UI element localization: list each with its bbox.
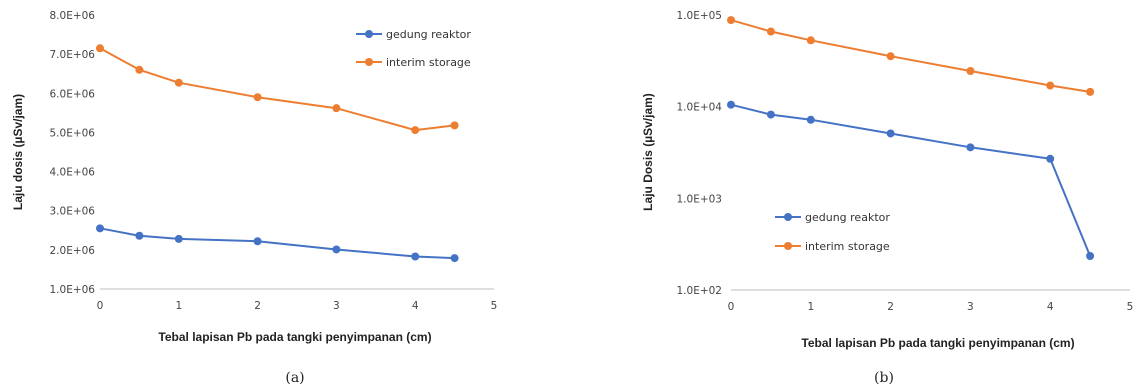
data-point	[411, 126, 420, 135]
x-tick-label: 4	[1047, 301, 1054, 313]
data-point	[135, 65, 144, 74]
data-point	[174, 78, 183, 87]
x-axis-title: Tebal lapisan Pb pada tangki penyimpanan…	[158, 330, 431, 344]
x-tick-label: 3	[967, 301, 974, 313]
chart-panel-b: 1.0E+02 1.0E+03 1.0E+04 1.0E+05 0 1 2 3 4 5 Tebal …	[641, 10, 1133, 386]
y-tick-label: 1.0E+03	[677, 193, 723, 205]
data-point	[253, 237, 262, 246]
data-point	[1086, 251, 1095, 260]
legend-label: interim storage	[386, 56, 471, 69]
legend-label: interim storage	[805, 240, 890, 253]
data-point	[727, 100, 735, 109]
series-line	[730, 19, 1091, 93]
y-axis-title: Laju dosis (µSv/jam)	[11, 94, 25, 210]
y-tick-label: 2.0E+06	[50, 245, 96, 257]
panel-label: (b)	[874, 370, 894, 386]
series-line	[730, 103, 1092, 257]
y-tick-label: 7.0E+06	[50, 49, 96, 61]
legend-label: gedung reaktor	[386, 28, 471, 41]
x-tick-label: 0	[728, 301, 735, 313]
y-tick-label: 6.0E+06	[50, 88, 96, 100]
data-point	[966, 143, 975, 152]
data-point	[1046, 81, 1055, 90]
x-tick-label: 1	[175, 300, 182, 312]
x-tick-label: 4	[412, 300, 419, 312]
data-point	[411, 252, 420, 261]
data-point	[332, 104, 341, 113]
data-point	[766, 27, 775, 36]
data-point	[886, 52, 895, 61]
y-tick-label: 8.0E+06	[50, 10, 96, 22]
data-point	[253, 93, 262, 102]
x-tick-label: 2	[887, 301, 894, 313]
y-axis-title: Laju Dosis (µSv/jam)	[641, 93, 655, 211]
series-line	[99, 227, 455, 260]
y-tick-label: 3.0E+06	[50, 206, 96, 218]
data-point	[1046, 154, 1055, 163]
chart-panel-a: 1.0E+06 2.0E+06 3.0E+06 4.0E+06 5.0E+06 6.0E+…	[11, 10, 497, 386]
x-axis-title: Tebal lapisan Pb pada tangki penyimpanan…	[801, 336, 1074, 350]
panel-label: (a)	[285, 370, 304, 386]
data-point	[806, 115, 815, 124]
x-tick-label: 1	[807, 301, 814, 313]
data-point	[966, 66, 975, 75]
data-point	[727, 16, 735, 25]
x-tick-label: 2	[254, 300, 261, 312]
data-point	[96, 44, 104, 53]
legend-label: gedung reaktor	[805, 211, 890, 224]
y-tick-label: 1.0E+05	[677, 10, 723, 22]
data-point	[886, 129, 895, 138]
data-point	[766, 110, 775, 119]
legend-marker	[365, 30, 373, 38]
legend-marker	[784, 242, 792, 250]
data-point	[806, 36, 815, 45]
legend-marker	[365, 58, 373, 66]
y-tick-label: 1.0E+02	[677, 285, 723, 297]
data-point	[332, 245, 341, 254]
data-point	[450, 121, 459, 130]
x-tick-label: 5	[1127, 301, 1134, 313]
y-tick-label: 4.0E+06	[50, 167, 96, 179]
x-tick-label: 5	[491, 300, 498, 312]
y-tick-label: 5.0E+06	[50, 127, 96, 139]
data-point	[1086, 87, 1095, 96]
y-tick-label: 1.0E+04	[677, 102, 723, 114]
y-tick-label: 1.0E+06	[50, 284, 96, 296]
legend-marker	[784, 213, 792, 221]
x-tick-label: 0	[97, 300, 104, 312]
data-point	[96, 224, 104, 233]
data-point	[135, 231, 144, 240]
data-point	[174, 234, 183, 243]
data-point	[450, 254, 459, 263]
x-tick-label: 3	[333, 300, 340, 312]
